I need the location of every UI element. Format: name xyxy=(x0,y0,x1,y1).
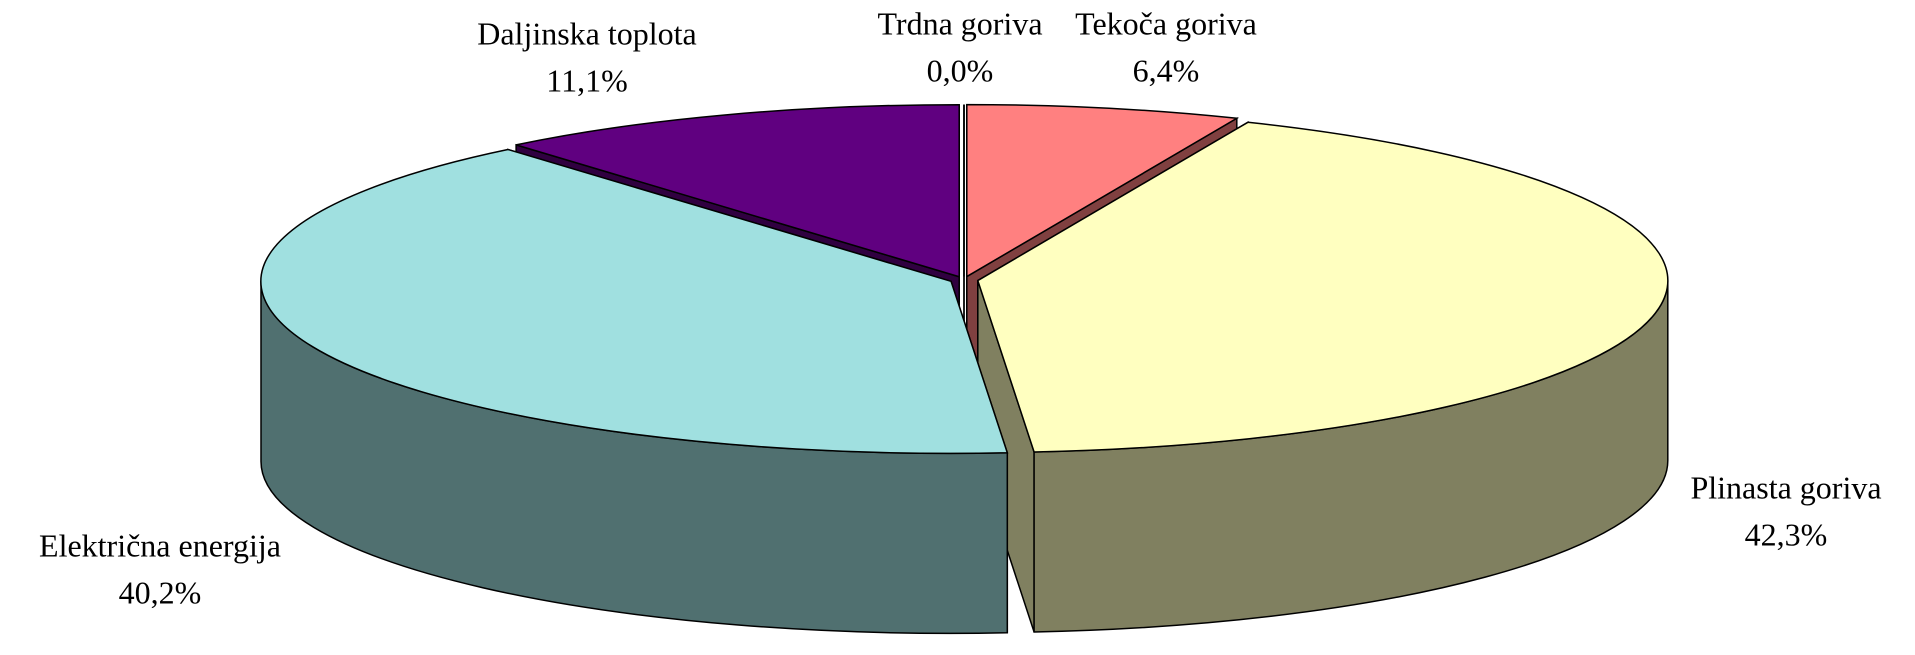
category-label: Plinasta goriva xyxy=(1690,469,1881,505)
value-label: 42,3% xyxy=(1745,516,1828,552)
value-label: 40,2% xyxy=(119,574,202,610)
category-label: Tekoča goriva xyxy=(1075,5,1257,41)
value-label: 0,0% xyxy=(927,52,994,88)
category-label: Trdna goriva xyxy=(877,5,1042,41)
category-label: Daljinska toplota xyxy=(477,15,697,51)
value-label: 11,1% xyxy=(546,62,627,98)
category-label: Električna energija xyxy=(39,527,281,563)
value-label: 6,4% xyxy=(1133,52,1200,88)
